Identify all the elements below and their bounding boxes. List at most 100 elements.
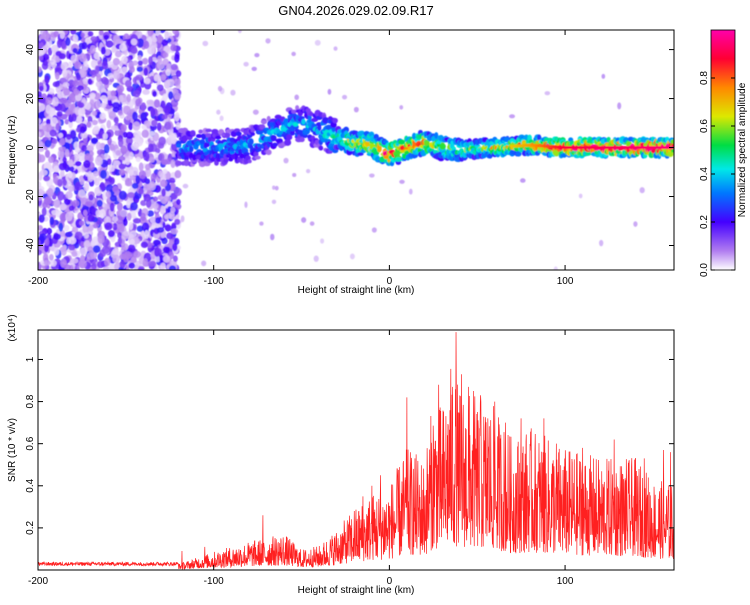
spectrogram-cell [153, 99, 161, 108]
spectrogram-cell [62, 69, 68, 78]
spectrogram-cell [137, 266, 144, 270]
colorbar-tick-label: 0.2 [699, 215, 710, 229]
spectrogram-cell [175, 70, 182, 77]
spectrogram-cell [100, 169, 107, 179]
spectrogram-cell [170, 206, 176, 213]
spectrogram-cell [248, 138, 254, 145]
spectrogram-cell [399, 179, 405, 184]
spectrogram-cell [38, 214, 45, 223]
spectrogram-cell [272, 142, 278, 147]
spectrogram-cell [95, 141, 102, 151]
spectrogram-cell [174, 187, 182, 197]
spectrogram-cell [286, 134, 293, 141]
spectrogram-cell [170, 228, 179, 235]
spectrogram-cell [96, 73, 102, 83]
spectrogram-cell [79, 126, 86, 134]
spectrogram-cell [74, 231, 83, 240]
spectrogram-cell [172, 30, 179, 35]
spectrogram-cell [176, 198, 181, 206]
snr-y-axis: 0.2 0.4 0.6 0.8 1 [25, 356, 674, 535]
spectrogram-cell [283, 157, 289, 164]
spectrogram-cell [60, 61, 68, 70]
spectrogram-cell [102, 132, 108, 140]
spectrogram-x-axis: -200 -100 0 100 [28, 30, 574, 287]
spectrogram-cell [96, 260, 105, 269]
spectrogram-cell [515, 151, 522, 157]
spectrogram-cell [157, 34, 163, 44]
spectrogram-cell [78, 189, 86, 198]
spectrogram-cell [174, 78, 181, 87]
spectrogram-cell [320, 238, 325, 244]
spectrogram-cell [130, 38, 138, 46]
spectrogram-cell [114, 50, 122, 58]
spectrogram-cell [101, 245, 110, 254]
colorbar-tick-label: 0.6 [699, 119, 710, 133]
spectrogram-cell [254, 53, 260, 58]
snr-y-tick-label: 0.4 [25, 478, 36, 492]
spectrogram-cell [180, 215, 185, 223]
spectrogram-cell [152, 202, 159, 210]
spectrogram-cell [51, 44, 59, 53]
spectrogram-cell [126, 115, 132, 121]
snr-y-tick-label: 0.6 [25, 436, 36, 450]
spectrogram-cell [143, 182, 151, 191]
spectrogram-cell [120, 145, 128, 155]
colorbar: 0.0 0.2 0.4 0.6 0.8 Normalized spectral ampl… [699, 29, 748, 277]
spectrogram-cell [103, 34, 110, 40]
spectrogram-cell [79, 53, 87, 63]
spectrogram-cell [64, 118, 70, 125]
spectrogram-cell [252, 109, 259, 115]
spectrogram-cell [149, 75, 155, 82]
spectrogram-cell [58, 146, 67, 152]
spectrogram-cell [174, 53, 180, 63]
spectrogram-cell [174, 112, 180, 122]
spectrogram-cell [51, 138, 58, 145]
spectrogram-cell [144, 195, 151, 202]
spectrogram-cell [91, 119, 98, 126]
spectrogram-cell [59, 103, 66, 112]
spectrogram-cell [121, 55, 128, 64]
spectrogram-cell [38, 181, 42, 188]
spectrogram-cell [584, 151, 592, 156]
spectrogram-cell [112, 57, 120, 66]
spectrogram-cell [292, 173, 297, 178]
spectrogram-cell [147, 130, 156, 137]
spectrogram-cell [301, 217, 307, 223]
spectrogram-cell [112, 254, 121, 264]
chart-title: GN04.2026.029.02.09.R17 [278, 3, 433, 18]
spectrogram-cell [160, 100, 166, 109]
spectrogram-cell [544, 91, 551, 96]
spectrogram-cell [254, 155, 261, 160]
spectrogram-cell [110, 30, 119, 34]
spectrogram-cell [84, 102, 91, 110]
spectrogram-cell [272, 185, 276, 190]
spectrogram-cell [52, 176, 59, 184]
spectrogram-cell [168, 251, 175, 260]
spectrogram-cell [121, 66, 128, 73]
spectrogram-cell [57, 178, 63, 188]
spectrogram-cell [553, 266, 558, 270]
spectrogram-cell [95, 209, 101, 217]
spectrogram-cell [111, 46, 117, 53]
spectrogram-cell [158, 136, 166, 146]
spectrogram-cell [58, 162, 67, 171]
spectrogram-cell [87, 246, 94, 253]
spectrogram-cell [84, 153, 92, 163]
spectrogram-cell [325, 124, 333, 131]
spectrogram-cell [131, 182, 139, 189]
spectrogram-cell [79, 68, 87, 78]
spectrogram-cell [63, 88, 70, 96]
spectrogram-cell [45, 104, 52, 114]
spectrogram-cell [53, 30, 59, 37]
spectrogram-cell [38, 239, 41, 246]
spectrogram-cell [117, 237, 123, 245]
snr-y-tick-label: 0.8 [25, 394, 36, 408]
spectrogram-cell [167, 137, 173, 145]
spectrogram-cell [109, 194, 118, 202]
spectrogram-cell [201, 260, 207, 267]
spectrogram-cell [78, 152, 85, 162]
spectrogram-cell [140, 102, 146, 112]
spectrogram-cell [72, 47, 78, 54]
spectrogram-cell [259, 124, 266, 130]
spectrogram-cell [49, 259, 57, 267]
